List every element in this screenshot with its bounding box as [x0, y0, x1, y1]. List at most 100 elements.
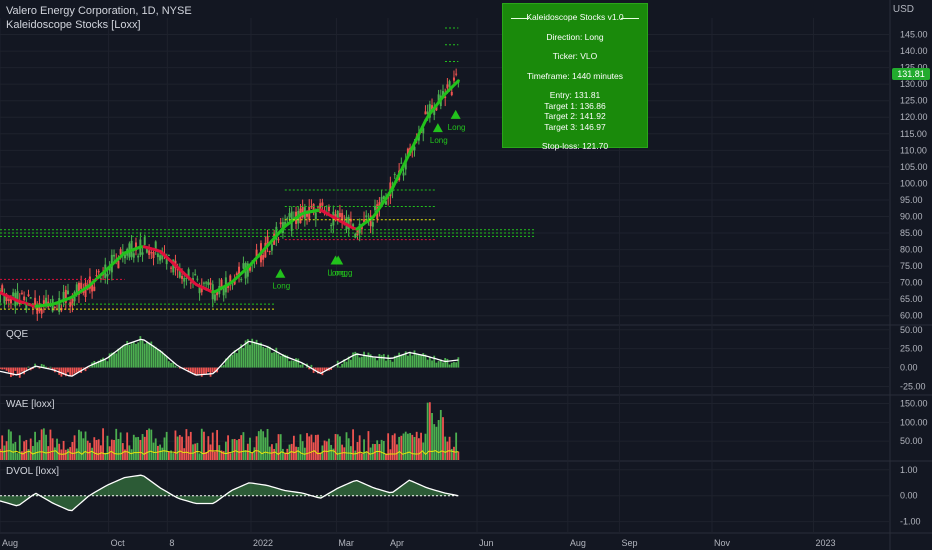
wae-bar: [139, 439, 142, 460]
candle-body: [433, 107, 436, 115]
candle-body: [187, 269, 190, 278]
qqe-bar: [389, 359, 392, 368]
main-y-tick-label: 105.00: [900, 162, 928, 172]
candle-body: [424, 111, 427, 115]
qqe-bar: [288, 361, 291, 368]
qqe-bar: [5, 367, 8, 371]
main-y-tick-label: 80.00: [900, 245, 923, 255]
qqe-bar: [435, 362, 438, 368]
wae-bar: [356, 442, 359, 460]
candle-body: [12, 292, 15, 297]
wae-bar: [424, 433, 427, 460]
wae-bar: [29, 438, 32, 460]
candle-body: [45, 297, 48, 304]
wae-pane-label[interactable]: WAE [loxx]: [6, 399, 55, 410]
candle-body: [321, 202, 324, 206]
candle-body: [69, 302, 72, 307]
x-tick-label: Oct: [111, 538, 126, 548]
main-y-tick-label: 120.00: [900, 112, 928, 122]
qqe-pane-label[interactable]: QQE: [6, 329, 29, 340]
qqe-bar: [113, 352, 115, 368]
wae-bar: [84, 431, 87, 460]
candle-body: [82, 290, 85, 293]
indicator-label[interactable]: Kaleidoscope Stocks [Loxx]: [6, 19, 141, 31]
qqe-bar: [78, 367, 80, 372]
candle-body: [29, 297, 32, 299]
wae-bar: [178, 435, 181, 460]
wae-bar: [332, 448, 335, 460]
qqe-bar: [27, 366, 30, 368]
qqe-bar: [457, 357, 460, 368]
candle-body: [1, 285, 4, 293]
candle-body: [93, 286, 96, 291]
wae-bar: [233, 438, 236, 460]
qqe-bar: [413, 350, 416, 368]
qqe-bar: [349, 359, 352, 368]
candle-body: [240, 279, 243, 281]
wae-bar: [126, 432, 129, 460]
candle-body: [378, 202, 381, 209]
wae-bar: [71, 441, 74, 460]
wae-bar: [292, 435, 295, 460]
qqe-bar: [420, 355, 422, 368]
wae-bar: [95, 440, 98, 460]
candle-body: [7, 299, 10, 301]
wae-bar: [334, 434, 337, 460]
wae-bar: [148, 428, 151, 460]
wae-bar: [27, 449, 30, 460]
dvol-line: [0, 474, 459, 512]
candle-body: [347, 217, 350, 229]
wae-bar: [398, 436, 401, 460]
qqe-bar: [299, 364, 302, 368]
candle-body: [270, 244, 273, 251]
qqe-bar: [0, 367, 1, 369]
wae-bar: [163, 437, 166, 460]
candle-body: [165, 258, 168, 265]
qqe-bar: [148, 342, 151, 368]
main-y-tick-label: 145.00: [900, 30, 928, 40]
wae-bar: [183, 448, 186, 460]
wae-bar: [352, 429, 354, 460]
info-target-2: Target 2: 141.92: [544, 111, 606, 121]
dvol-y-tick-label: 0.00: [900, 491, 918, 501]
qqe-bar: [431, 360, 433, 368]
dvol-pane-label[interactable]: DVOL [loxx]: [6, 466, 59, 477]
qqe-bar: [203, 367, 205, 374]
wae-bar: [135, 437, 137, 460]
qqe-bar: [207, 367, 210, 372]
qqe-bar: [402, 354, 405, 368]
candle-body: [352, 224, 355, 228]
qqe-bar: [360, 356, 363, 368]
wae-bar: [275, 443, 278, 460]
candle-body: [327, 206, 330, 211]
wae-bar: [73, 435, 76, 460]
wae-bar: [306, 433, 308, 460]
qqe-bar: [227, 357, 229, 368]
x-tick-label: Mar: [338, 538, 354, 548]
candle-body: [231, 284, 234, 286]
wae-bar: [235, 440, 238, 460]
wae-bar: [222, 451, 225, 460]
wae-bar: [53, 447, 56, 460]
wae-bar: [244, 450, 247, 460]
candle-body: [330, 224, 333, 226]
wae-bar: [203, 431, 205, 460]
qqe-bar: [211, 367, 214, 373]
wae-bar: [89, 442, 91, 460]
candle-body: [455, 73, 458, 75]
qqe-bar: [1, 367, 4, 370]
long-signal-label: Long: [448, 123, 466, 132]
wae-bar: [214, 451, 216, 460]
qqe-bar: [141, 340, 144, 368]
qqe-y-tick-label: 25.00: [900, 344, 923, 354]
qqe-bar: [238, 349, 240, 368]
qqe-y-tick-label: -25.00: [900, 381, 926, 391]
candle-body: [413, 146, 416, 151]
candle-body: [75, 284, 78, 293]
qqe-bar: [358, 357, 361, 368]
qqe-bar: [143, 343, 146, 368]
qqe-bar: [75, 367, 78, 373]
wae-bar: [62, 440, 65, 460]
wae-bar: [319, 452, 322, 460]
